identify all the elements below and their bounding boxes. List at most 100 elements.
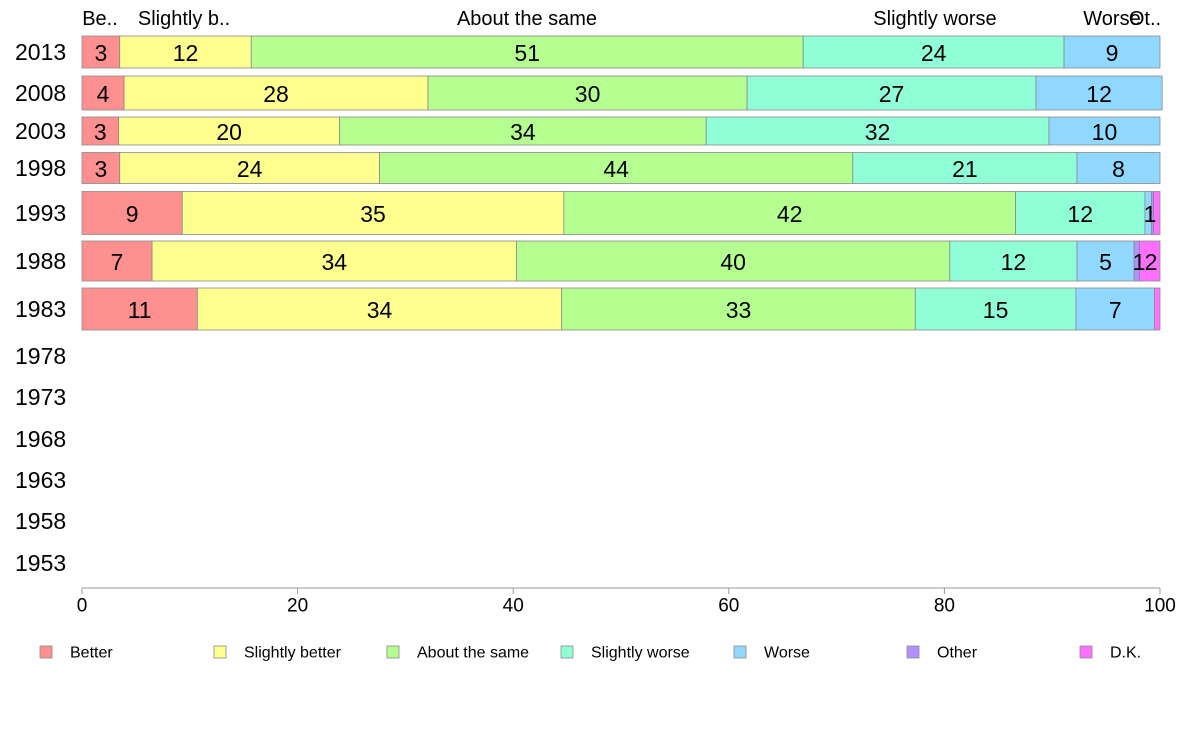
legend-label-slightly-worse: Slightly worse: [591, 645, 690, 662]
data-label-1988-better: 7: [111, 249, 124, 275]
y-tick-label-2003: 2003: [15, 118, 66, 144]
x-axis: 0 20 40 60 80 100: [77, 587, 1176, 617]
x-tick-label-0: 0: [77, 596, 88, 617]
legend-swatch-slightly-worse: [560, 645, 574, 659]
data-label-1988-d-k-: 2: [1145, 249, 1158, 275]
bar-1998-slightly-worse: [852, 152, 1078, 184]
bar-1988-better: [81, 240, 153, 282]
legend-label-about-the-same: About the same: [417, 645, 529, 662]
data-label-2013-about-the-same: 51: [514, 40, 540, 66]
bar-1983-slightly-better: [196, 287, 563, 331]
y-tick-label-2013: 2013: [15, 39, 66, 65]
column-header-1: Be..: [82, 8, 118, 30]
legend-swatch-other: [906, 645, 920, 659]
y-tick-label-1968: 1968: [15, 426, 66, 452]
data-label-2013-better: 3: [94, 40, 107, 66]
bar-1983-slightly-worse: [914, 287, 1077, 331]
data-label-2003-slightly-worse: 32: [865, 119, 891, 145]
legend-swatch-worse: [733, 645, 747, 659]
data-label-2008-about-the-same: 30: [575, 81, 601, 107]
y-tick-label-1983: 1983: [15, 296, 66, 322]
data-label-2003-worse: 10: [1092, 119, 1118, 145]
x-tick-label-40: 40: [503, 596, 524, 617]
legend-swatch-about-the-same: [386, 645, 400, 659]
bar-2008-slightly-worse: [746, 75, 1037, 111]
data-label-1988-about-the-same: 40: [720, 249, 746, 275]
column-header-5: Slightly worse: [873, 8, 996, 30]
x-tick-label-20: 20: [287, 596, 308, 617]
data-label-1988-slightly-worse: 12: [1001, 249, 1027, 275]
data-label-2013-worse: 9: [1106, 40, 1119, 66]
column-header-3: About the same: [457, 8, 597, 30]
data-label-2013-slightly-worse: 24: [921, 40, 947, 66]
data-label-2003-slightly-better: 20: [216, 119, 242, 145]
legend-label-other: Other: [937, 645, 978, 662]
bar-2008-slightly-better: [123, 75, 429, 111]
bar-2013-worse: [1063, 35, 1161, 69]
data-label-1988-other: 1: [1133, 249, 1146, 275]
bar-1993-slightly-better: [181, 191, 565, 235]
y-tick-label-1973: 1973: [15, 384, 66, 410]
bar-1983-worse: [1075, 287, 1156, 331]
bar-2003-slightly-better: [118, 116, 341, 146]
data-label-1998-better: 3: [94, 156, 107, 182]
data-label-1993-about-the-same: 42: [777, 201, 803, 227]
data-label-1998-slightly-better: 24: [237, 156, 263, 182]
data-label-1983-better: 11: [128, 297, 152, 323]
bar-2008-worse: [1035, 75, 1163, 111]
bar-2003-slightly-worse: [705, 116, 1050, 146]
data-label-2003-better: 3: [94, 119, 107, 145]
data-label-2008-slightly-worse: 27: [879, 81, 905, 107]
bar-2008-about-the-same: [427, 75, 748, 111]
data-label-1993-better: 9: [126, 201, 139, 227]
data-label-1993-slightly-better: 35: [360, 201, 386, 227]
bar-1983-about-the-same: [561, 287, 916, 331]
bar-2003-worse: [1048, 116, 1161, 146]
legend-swatch-slightly-better: [213, 645, 227, 659]
y-tick-label-2008: 2008: [15, 80, 66, 106]
bar-2013-slightly-better: [119, 35, 252, 69]
data-label-1988-slightly-better: 34: [321, 249, 347, 275]
y-tick-label-1953: 1953: [15, 550, 66, 576]
column-header-6: Worse: [1083, 8, 1140, 30]
y-tick-label-1988: 1988: [15, 248, 66, 274]
legend-label-better: Better: [70, 645, 113, 662]
legend-label-slightly-better: Slightly better: [244, 645, 342, 662]
y-axis-labels: 2013 2008 2003 1998 1993 1988 1983 1978 1973 1968…: [15, 39, 66, 576]
legend: Better Slightly better About the same Sligh…: [39, 645, 1141, 662]
bar-1983-d-k-: [1154, 287, 1161, 331]
bars-area: 3 12 51 24 94 28 30 27 123 20 34 32 103 24 44 21 89 35 42 1…: [81, 35, 1163, 331]
data-label-1983-worse: 7: [1109, 297, 1122, 323]
data-label-1983-slightly-worse: 15: [983, 297, 1009, 323]
bar-2003-better: [81, 116, 120, 146]
bar-1983-better: [81, 287, 198, 331]
data-label-2008-worse: 12: [1086, 81, 1112, 107]
bar-1988-slightly-worse: [949, 240, 1078, 282]
bar-1993-slightly-worse: [1015, 191, 1146, 235]
x-tick-label-100: 100: [1144, 596, 1176, 617]
bar-1988-about-the-same: [516, 240, 951, 282]
bar-2008-better: [81, 75, 125, 111]
legend-label-d-k-: D.K.: [1110, 645, 1141, 662]
bar-1988-d-k-: [1139, 240, 1161, 282]
data-label-2008-slightly-better: 28: [263, 81, 289, 107]
y-tick-label-1993: 1993: [15, 200, 66, 226]
data-label-1988-worse: 5: [1099, 249, 1112, 275]
column-header-7: Ot..: [1129, 8, 1161, 30]
data-label-1993-worse: 1: [1144, 201, 1157, 227]
y-tick-label-1958: 1958: [15, 508, 66, 534]
y-tick-label-1978: 1978: [15, 343, 66, 369]
bar-1998-worse: [1076, 152, 1161, 184]
bar-1993-d-k-: [1153, 191, 1161, 235]
data-label-1983-slightly-better: 34: [367, 297, 393, 323]
data-label-2008-better: 4: [97, 81, 110, 107]
data-label-2003-about-the-same: 34: [510, 119, 536, 145]
data-label-1998-worse: 8: [1112, 156, 1125, 182]
x-tick-label-80: 80: [934, 596, 955, 617]
data-label-1983-about-the-same: 33: [726, 297, 752, 323]
data-label-1993-slightly-worse: 12: [1067, 201, 1093, 227]
legend-swatch-better: [39, 645, 53, 659]
x-tick-label-60: 60: [718, 596, 739, 617]
column-headers: Be.. Slightly b.. About the same Slightly w…: [82, 8, 1161, 30]
bar-1998-about-the-same: [379, 152, 854, 184]
